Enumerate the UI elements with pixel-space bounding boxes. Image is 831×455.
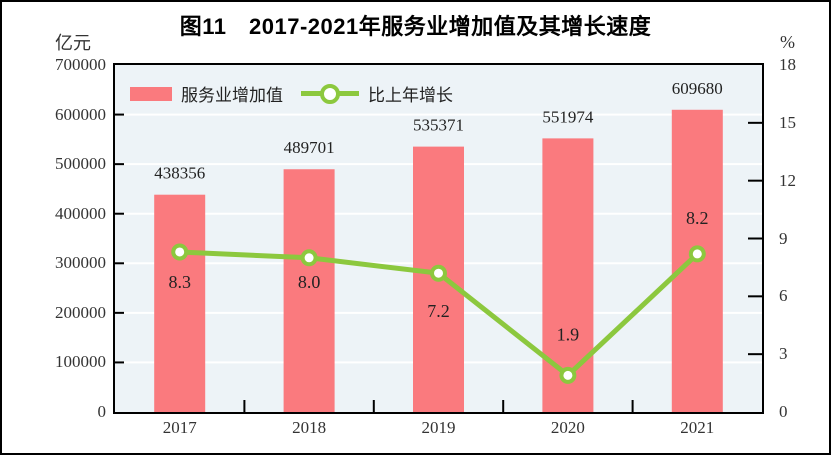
growth-marker-2020 [559, 366, 577, 384]
growth-value-label: 8.0 [298, 272, 321, 292]
legend-bar-swatch [130, 86, 172, 101]
left-axis-tick-label: 300000 [55, 253, 106, 273]
bar-value-label: 535371 [413, 116, 464, 135]
bar-2018 [283, 169, 335, 412]
right-axis-tick-label: 6 [779, 286, 788, 306]
bar-value-label: 489701 [284, 138, 335, 157]
bar-value-label: 551974 [542, 107, 594, 126]
x-axis-category-label: 2017 [162, 418, 197, 437]
legend: 服务业增加值 比上年增长 [130, 81, 453, 106]
growth-value-label: 8.2 [686, 208, 709, 228]
bar-2020 [542, 138, 594, 412]
right-axis-tick-label: 3 [779, 344, 788, 364]
legend-line-label: 比上年增长 [368, 86, 453, 105]
right-axis-tick-label: 0 [779, 402, 788, 421]
growth-marker-2021 [688, 245, 706, 263]
growth-value-label: 8.3 [168, 272, 191, 292]
left-axis-unit-label: 亿元 [55, 33, 91, 53]
growth-value-label: 7.2 [427, 301, 450, 321]
plot-svg: 438356 489701 535371 551974 609680 8.3 8.0 7.2 1… [115, 79, 762, 412]
growth-marker-2019 [430, 264, 447, 282]
right-axis-tick-label: 9 [779, 228, 788, 248]
legend-line-sample [301, 83, 359, 104]
right-axis-tick-label: 12 [779, 170, 796, 190]
left-axis-tick-label: 200000 [55, 302, 106, 322]
right-axis-tick-label: 15 [779, 112, 796, 132]
growth-marker-2018 [300, 249, 318, 267]
legend-item-line: 比上年增长 [301, 81, 453, 106]
right-axis-tick-label: 18 [779, 55, 796, 74]
legend-item-bar: 服务业增加值 [130, 81, 283, 106]
right-axis-unit-label: % [780, 32, 795, 52]
x-axis-category-label: 2021 [680, 418, 715, 437]
left-axis-tick-label: 0 [97, 402, 107, 421]
chart-title: 图11 2017-2021年服务业增加值及其增长速度 [179, 14, 652, 39]
growth-marker-2017 [171, 243, 189, 261]
left-axis-tick-label: 400000 [55, 203, 106, 223]
x-axis-category-label: 2019 [421, 418, 456, 437]
left-axis-tick-label: 500000 [55, 154, 106, 174]
bar-value-label: 609680 [672, 79, 723, 98]
growth-value-label: 1.9 [557, 324, 580, 344]
bar-2017 [154, 194, 206, 412]
legend-line-marker-icon [320, 83, 340, 104]
x-axis-category-label: 2020 [550, 418, 585, 437]
plot-area: 438356 489701 535371 551974 609680 8.3 8.0 7.2 1… [113, 63, 764, 414]
x-axis-category-label: 2018 [292, 418, 327, 437]
left-axis-tick-label: 700000 [55, 55, 106, 74]
left-axis-tick-label: 600000 [55, 104, 106, 124]
legend-bar-label: 服务业增加值 [181, 86, 283, 105]
bar-value-label: 438356 [154, 164, 205, 183]
left-axis-tick-label: 100000 [55, 352, 106, 372]
